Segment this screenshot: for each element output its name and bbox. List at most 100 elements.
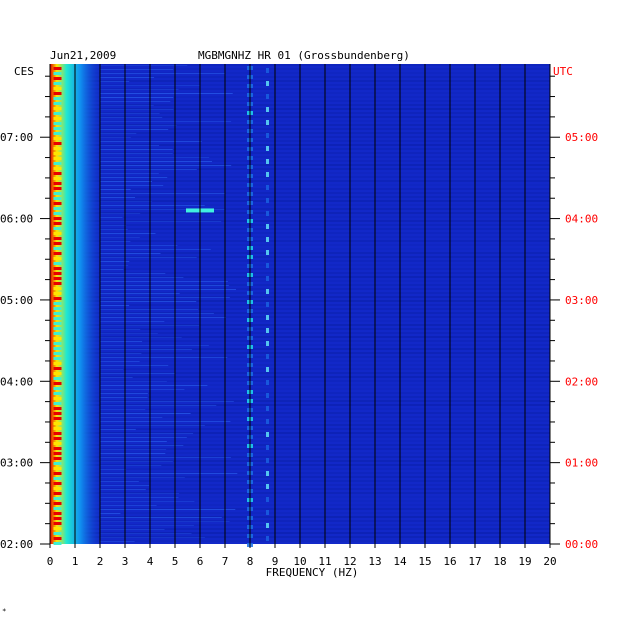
x-tick-label-14: 14 (393, 555, 407, 568)
low-band-peak (53, 227, 62, 230)
spectrum-row-energy (100, 317, 226, 318)
left-time-label: 03:00 (0, 457, 33, 470)
line-8-7hz-segment (266, 302, 269, 307)
left-time-label: 02:00 (0, 538, 33, 551)
left-time-label: 07:00 (0, 131, 33, 144)
spectrum-row-energy (100, 297, 230, 298)
low-band-peak (53, 482, 62, 485)
low-band-peak (53, 267, 62, 270)
right-time-label: 04:00 (565, 213, 598, 226)
low-band-peak (53, 197, 62, 200)
low-band-peak (53, 362, 62, 365)
spectrum-row-energy (100, 481, 139, 482)
spectrum-row-energy (100, 257, 197, 258)
line-8-7hz-segment (266, 341, 269, 346)
spectrum-row-energy (100, 421, 231, 422)
spectrum-row-energy (100, 245, 178, 246)
spectrum-row-energy (100, 525, 194, 526)
spectrum-row-energy (100, 69, 174, 70)
spectrum-row-energy (100, 465, 162, 466)
low-band-peak (53, 212, 62, 215)
spectrum-row-energy (100, 389, 185, 390)
spectrum-row-energy (100, 521, 230, 522)
line-8-7hz-segment (266, 510, 269, 515)
low-band-peak (53, 452, 62, 455)
low-band-peak (53, 532, 62, 535)
spectrum-row-energy (100, 241, 131, 242)
spectrum-row-energy (100, 537, 205, 538)
time-ticks: 02:00 03:00 04:00 05:00 06:00 07:00 00:00 01:00… (0, 75, 598, 551)
spectrum-row-energy (100, 193, 225, 194)
low-band-peak (53, 272, 62, 275)
line-8-7hz-segment (266, 198, 269, 203)
spectrum-row-energy (100, 449, 167, 450)
spectrum-row-energy (100, 229, 128, 230)
spectrum-row-energy (100, 517, 222, 518)
low-band-peak (53, 292, 62, 295)
spectrum-row-energy (100, 305, 130, 306)
spectrum-row-energy (100, 369, 124, 370)
low-band-peak (53, 137, 62, 140)
low-band-peak (53, 317, 62, 320)
x-axis-label: FREQUENCY (HZ) (266, 566, 359, 579)
low-band-peak (53, 112, 62, 115)
line-8-7hz-segment (266, 419, 269, 424)
line-8-7hz-segment (266, 276, 269, 281)
spectrum-row-energy (100, 397, 148, 398)
low-band-peak (53, 517, 62, 520)
line-8-7hz-segment (266, 94, 269, 99)
line-8-7hz-segment (266, 263, 269, 268)
line-8-7hz-segment (266, 172, 269, 177)
low-band-peak (53, 102, 62, 105)
low-band-peak (53, 257, 62, 260)
line-8-7hz-segment (266, 471, 269, 476)
right-time-label: 03:00 (565, 294, 598, 307)
low-band-peak (53, 377, 62, 380)
low-band-peak (53, 302, 62, 305)
low-band-peak (53, 327, 62, 330)
low-band-peak (53, 457, 62, 460)
low-band-peak (53, 342, 62, 345)
spectrum-row-energy (100, 113, 160, 114)
low-band-peak (53, 357, 62, 360)
right-time-label: 01:00 (565, 457, 598, 470)
spectrum-row-energy (100, 333, 158, 334)
low-band-peak (53, 172, 62, 175)
spectrum-row-energy (100, 313, 214, 314)
x-tick-label-15: 15 (418, 555, 431, 568)
left-time-label: 06:00 (0, 213, 33, 226)
low-band-peak (53, 412, 62, 415)
spectrum-row-energy (100, 529, 165, 530)
low-band-peak (53, 247, 62, 250)
spectrum-row-energy (100, 65, 188, 66)
low-band-peak (53, 417, 62, 420)
low-band-peak (53, 262, 62, 265)
low-band-peak (53, 427, 62, 430)
spectrum-row-energy (100, 533, 192, 534)
low-band-peak (53, 222, 62, 225)
low-band-peak (53, 372, 62, 375)
low-band-peak (53, 182, 62, 185)
low-band-peak (53, 352, 62, 355)
x-tick-label-20: 20 (543, 555, 556, 568)
spectrum-row-energy (100, 273, 166, 274)
line-8-7hz-segment (266, 406, 269, 411)
line-8-7hz-segment (266, 289, 269, 294)
low-band-peak (53, 202, 62, 205)
spectrum-row-energy (100, 393, 148, 394)
spectrum-row-energy (100, 377, 133, 378)
spectrum-row-energy (100, 237, 140, 238)
spectrum-row-energy (100, 353, 142, 354)
spectrum-row-energy (100, 217, 123, 218)
low-band-peak (53, 507, 62, 510)
x-tick-label-1: 1 (72, 555, 79, 568)
spectrum-row-energy (100, 133, 137, 134)
low-band-peak (53, 127, 62, 130)
spectrum-row-energy (100, 81, 130, 82)
spectrum-row-energy (100, 73, 226, 74)
low-band-peak (53, 312, 62, 315)
low-band-peak (53, 107, 62, 110)
low-band-peak (53, 87, 62, 90)
spectrum-row-energy (100, 181, 152, 182)
line-8-7hz-segment (266, 536, 269, 541)
